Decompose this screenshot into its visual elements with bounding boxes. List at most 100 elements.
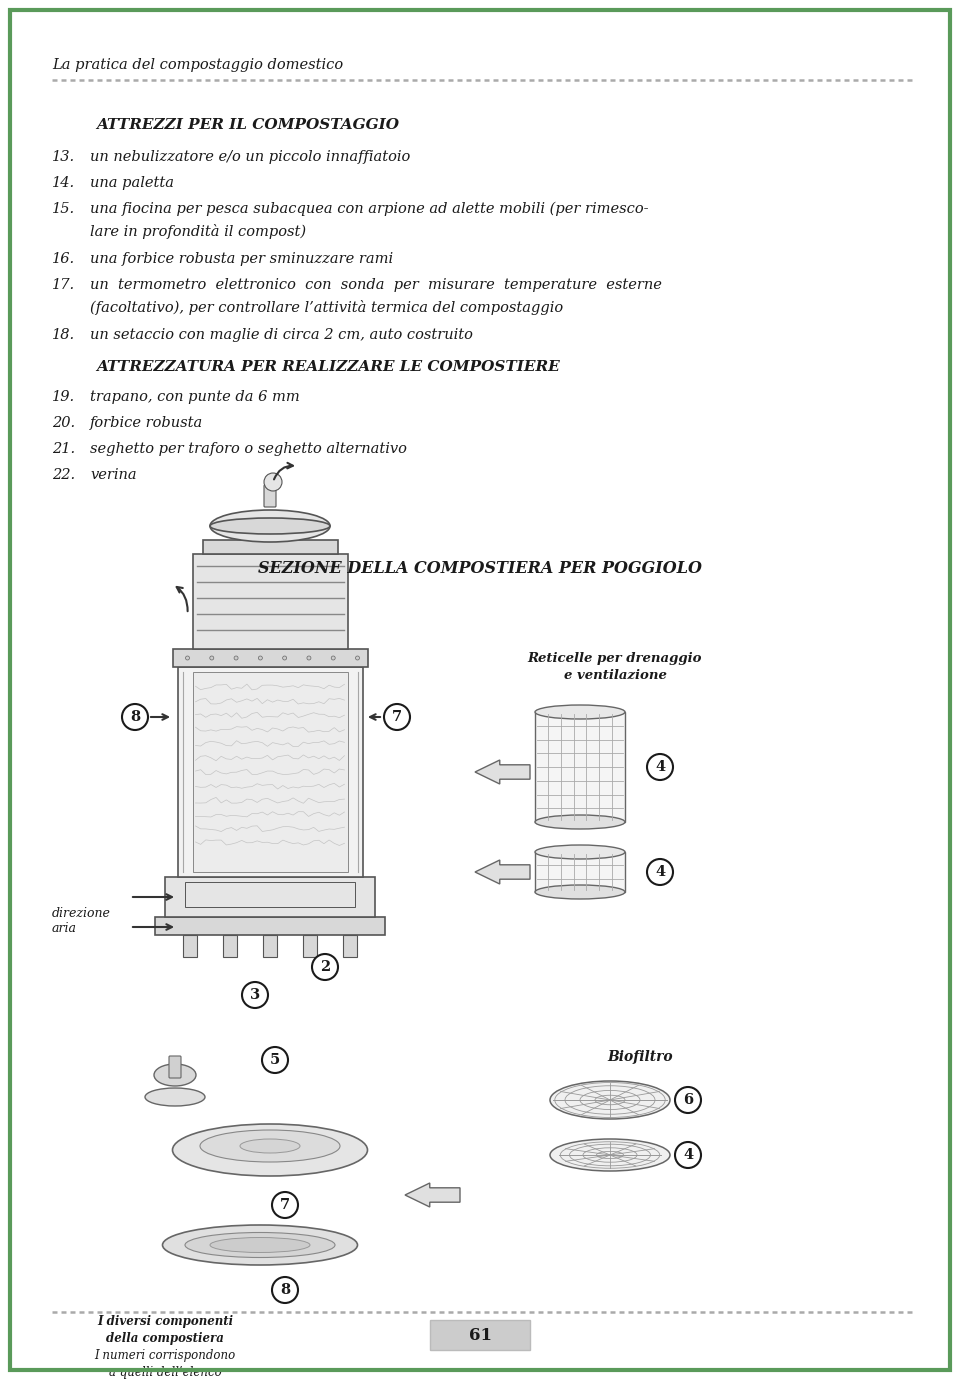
Ellipse shape xyxy=(240,1138,300,1154)
Text: 20.: 20. xyxy=(52,415,75,431)
Ellipse shape xyxy=(535,705,625,719)
Circle shape xyxy=(647,753,673,780)
FancyBboxPatch shape xyxy=(169,1056,181,1078)
Ellipse shape xyxy=(173,1123,368,1176)
Text: 14.: 14. xyxy=(52,177,75,190)
Text: una fiocina per pesca subacquea con arpione ad alette mobili (per rimesco-: una fiocina per pesca subacquea con arpi… xyxy=(90,201,649,217)
Ellipse shape xyxy=(210,518,330,534)
Ellipse shape xyxy=(200,1130,340,1162)
Circle shape xyxy=(282,656,287,660)
Ellipse shape xyxy=(535,845,625,858)
Text: 4: 4 xyxy=(655,865,665,879)
Text: ATTREZZI PER IL COMPOSTAGGIO: ATTREZZI PER IL COMPOSTAGGIO xyxy=(96,119,399,132)
Text: 4: 4 xyxy=(683,1148,693,1162)
Circle shape xyxy=(312,954,338,980)
Text: SEZIONE DELLA COMPOSTIERA PER POGGIOLO: SEZIONE DELLA COMPOSTIERA PER POGGIOLO xyxy=(258,560,702,577)
FancyBboxPatch shape xyxy=(173,649,368,667)
Text: 19.: 19. xyxy=(52,391,75,404)
Text: della compostiera: della compostiera xyxy=(106,1332,224,1346)
Text: aria: aria xyxy=(52,922,77,936)
Ellipse shape xyxy=(210,511,330,542)
Text: una forbice robusta per sminuzzare rami: una forbice robusta per sminuzzare rami xyxy=(90,253,394,266)
Text: 13.: 13. xyxy=(52,150,75,164)
Text: un setaccio con maglie di circa 2 cm, auto costruito: un setaccio con maglie di circa 2 cm, au… xyxy=(90,328,473,342)
Ellipse shape xyxy=(550,1138,670,1172)
Text: Biofiltro: Biofiltro xyxy=(607,1050,673,1064)
Text: forbice robusta: forbice robusta xyxy=(90,415,204,431)
Circle shape xyxy=(185,656,189,660)
Text: verina: verina xyxy=(90,468,136,482)
Text: I diversi componenti: I diversi componenti xyxy=(97,1315,233,1328)
Circle shape xyxy=(258,656,262,660)
FancyBboxPatch shape xyxy=(223,936,237,956)
Text: un nebulizzatore e/o un piccolo innaffiatoio: un nebulizzatore e/o un piccolo innaffia… xyxy=(90,150,410,164)
Text: una paletta: una paletta xyxy=(90,177,174,190)
Circle shape xyxy=(331,656,335,660)
Text: e ventilazione: e ventilazione xyxy=(564,669,666,682)
Text: 4: 4 xyxy=(655,760,665,774)
Ellipse shape xyxy=(154,1064,196,1086)
Ellipse shape xyxy=(535,816,625,829)
Text: 61: 61 xyxy=(468,1326,492,1344)
Ellipse shape xyxy=(185,1232,335,1257)
Polygon shape xyxy=(475,860,530,885)
Text: 8: 8 xyxy=(130,709,140,725)
Circle shape xyxy=(272,1276,298,1303)
FancyBboxPatch shape xyxy=(303,936,317,956)
Text: ATTREZZATURA PER REALIZZARE LE COMPOSTIERE: ATTREZZATURA PER REALIZZARE LE COMPOSTIE… xyxy=(96,360,560,374)
Text: a quelli dell’elenco: a quelli dell’elenco xyxy=(108,1366,222,1379)
Circle shape xyxy=(242,983,268,1007)
Text: 7: 7 xyxy=(392,709,402,725)
FancyBboxPatch shape xyxy=(193,553,348,649)
Ellipse shape xyxy=(145,1087,205,1105)
FancyBboxPatch shape xyxy=(430,1321,530,1350)
Text: 6: 6 xyxy=(683,1093,693,1107)
Text: direzione: direzione xyxy=(52,907,110,920)
Circle shape xyxy=(234,656,238,660)
Polygon shape xyxy=(475,760,530,784)
FancyBboxPatch shape xyxy=(165,878,375,916)
Ellipse shape xyxy=(535,885,625,898)
FancyBboxPatch shape xyxy=(193,672,348,872)
Text: I numeri corrispondono: I numeri corrispondono xyxy=(94,1350,235,1362)
Circle shape xyxy=(122,704,148,730)
FancyBboxPatch shape xyxy=(535,712,625,822)
FancyBboxPatch shape xyxy=(155,916,385,936)
Text: (facoltativo), per controllare l’attività termica del compostaggio: (facoltativo), per controllare l’attivit… xyxy=(90,299,564,315)
Text: La pratica del compostaggio domestico: La pratica del compostaggio domestico xyxy=(52,58,343,72)
Text: trapano, con punte da 6 mm: trapano, con punte da 6 mm xyxy=(90,391,300,404)
FancyBboxPatch shape xyxy=(183,936,197,956)
Text: 22.: 22. xyxy=(52,468,75,482)
Text: Reticelle per drenaggio: Reticelle per drenaggio xyxy=(528,651,703,665)
Circle shape xyxy=(262,1047,288,1074)
FancyBboxPatch shape xyxy=(535,851,625,891)
FancyBboxPatch shape xyxy=(178,667,363,878)
FancyBboxPatch shape xyxy=(343,936,357,956)
Ellipse shape xyxy=(162,1225,357,1265)
Text: 16.: 16. xyxy=(52,253,75,266)
Circle shape xyxy=(210,656,214,660)
Polygon shape xyxy=(405,1183,460,1208)
Ellipse shape xyxy=(550,1081,670,1119)
Text: 18.: 18. xyxy=(52,328,75,342)
Circle shape xyxy=(384,704,410,730)
Text: un  termometro  elettronico  con  sonda  per  misurare  temperature  esterne: un termometro elettronico con sonda per … xyxy=(90,277,661,293)
Text: seghetto per traforo o seghetto alternativo: seghetto per traforo o seghetto alternat… xyxy=(90,442,407,455)
Text: 3: 3 xyxy=(250,988,260,1002)
Text: 5: 5 xyxy=(270,1053,280,1067)
Text: 15.: 15. xyxy=(52,201,75,217)
Text: 21.: 21. xyxy=(52,442,75,455)
Circle shape xyxy=(272,1192,298,1219)
FancyBboxPatch shape xyxy=(264,484,276,506)
Text: 7: 7 xyxy=(280,1198,290,1212)
Circle shape xyxy=(264,473,282,491)
Circle shape xyxy=(355,656,359,660)
FancyBboxPatch shape xyxy=(263,936,277,956)
Text: 8: 8 xyxy=(280,1283,290,1297)
Text: 17.: 17. xyxy=(52,277,75,293)
Circle shape xyxy=(675,1087,701,1114)
FancyBboxPatch shape xyxy=(203,540,338,553)
Circle shape xyxy=(675,1143,701,1167)
Circle shape xyxy=(647,858,673,885)
Text: lare in profondità il compost): lare in profondità il compost) xyxy=(90,224,306,239)
